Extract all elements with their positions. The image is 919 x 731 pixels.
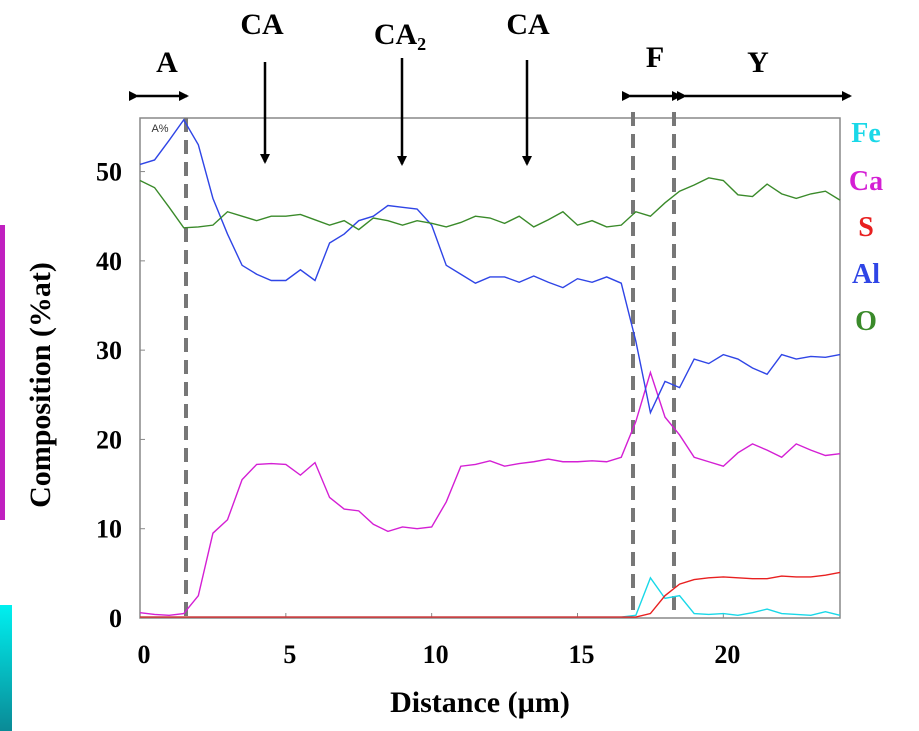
annotation: Y [747,46,769,79]
annotation: CA₂ [374,18,426,51]
x-tick-label: 20 [714,640,740,669]
legend-label: Al [852,259,880,290]
series-line [140,571,841,618]
legend-label: Ca [849,166,883,197]
annotation: CA [506,8,550,41]
series-line [139,118,841,415]
series-line [139,370,841,617]
y-tick-label: 30 [96,336,122,365]
y-tick-label: 20 [96,425,122,454]
legend-label: S [858,212,874,243]
x-tick-label: 10 [423,640,449,669]
annotation: CA [240,8,284,41]
y-tick-label: 10 [96,515,122,544]
phase-boundaries [184,112,676,618]
x-axis-label: Distance (µm) [390,686,570,719]
annotation: F [646,41,664,74]
y-axis-label: Composition (%at) [24,262,57,508]
plot-frame [139,117,841,619]
x-tick-label: 15 [569,640,595,669]
series-line [139,177,841,231]
legend-label: Fe [851,118,881,149]
arrows [129,58,852,166]
side-decoration [0,605,12,731]
y-tick-label: 40 [96,247,122,276]
x-tick-label: 0 [138,640,151,669]
series-line [140,576,841,618]
side-decoration [0,225,5,520]
annotation: A% [151,123,168,135]
y-tick-label: 50 [96,158,122,187]
x-tick-label: 5 [283,640,296,669]
annotation: A [156,46,178,79]
legend-label: O [855,306,877,337]
y-tick-label: 0 [109,604,122,633]
